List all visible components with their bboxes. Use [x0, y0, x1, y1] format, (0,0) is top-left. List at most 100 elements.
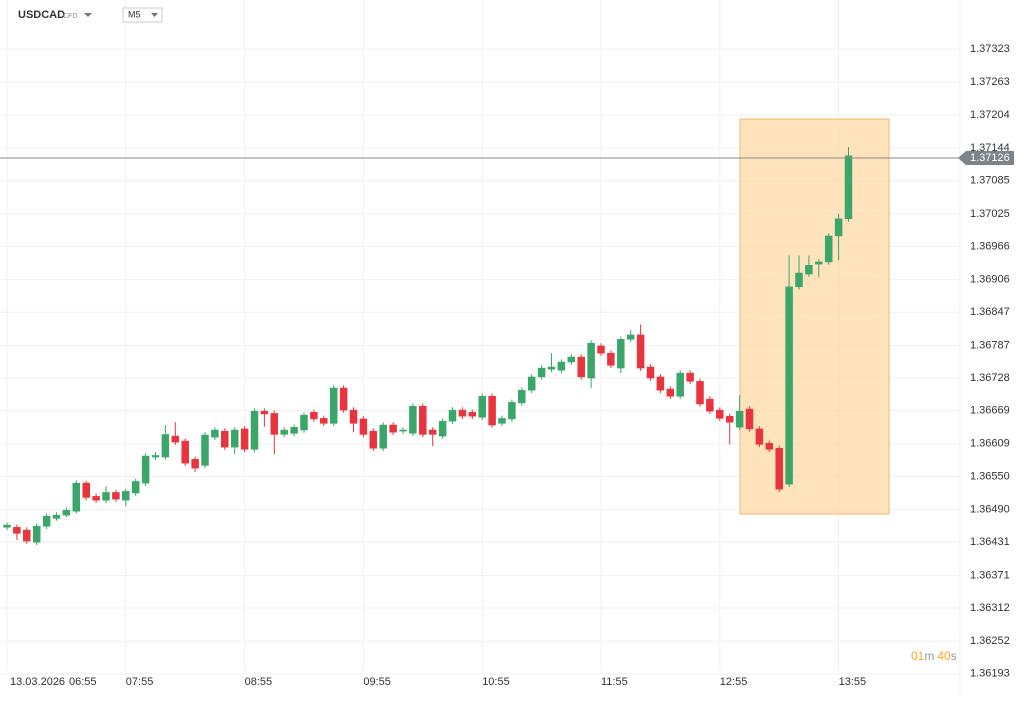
- candle-body: [221, 430, 229, 448]
- candle-body: [131, 481, 140, 494]
- candle-body: [270, 413, 279, 435]
- date-label: 13.03.2026: [10, 676, 65, 688]
- candle-body: [181, 440, 189, 464]
- candle-body: [527, 376, 536, 391]
- timer-unit: m: [924, 649, 934, 663]
- y-tick-label: 1.36966: [970, 240, 1010, 252]
- candle-body: [230, 429, 239, 448]
- x-tick-label: 13:55: [839, 676, 867, 688]
- candle-body: [82, 482, 90, 498]
- candle-body: [646, 366, 655, 379]
- candle-body: [775, 448, 783, 490]
- candle-body: [310, 412, 318, 420]
- candle-body: [280, 429, 288, 435]
- y-tick-label: 1.37144: [970, 142, 1010, 154]
- timer-minutes: 01: [911, 649, 925, 663]
- candle-body: [141, 455, 150, 484]
- candle-body: [13, 527, 21, 534]
- timer-seconds: 40: [937, 649, 951, 663]
- candle-body: [428, 429, 437, 435]
- timer-unit: s: [951, 649, 957, 663]
- candle-body: [498, 418, 506, 424]
- y-tick-label: 1.37323: [970, 43, 1010, 55]
- candle-body: [399, 429, 407, 432]
- candle-body: [547, 366, 556, 370]
- candle-body: [518, 389, 526, 404]
- candle-body: [62, 509, 71, 516]
- candle-body: [795, 272, 803, 288]
- candle-body: [290, 426, 298, 434]
- candle-body: [300, 414, 308, 431]
- candle-body: [765, 443, 774, 450]
- candle-body: [706, 398, 714, 412]
- candle-body: [656, 376, 665, 391]
- y-tick-label: 1.36371: [970, 569, 1010, 581]
- candle-body: [102, 492, 110, 501]
- candle-body: [23, 529, 31, 542]
- candle-body: [240, 428, 249, 450]
- dropdown-arrow[interactable]: [84, 13, 92, 17]
- y-tick-label: 1.37204: [970, 109, 1010, 121]
- candle-body: [676, 372, 684, 397]
- candle-body: [3, 524, 11, 528]
- y-tick-label: 1.37025: [970, 208, 1010, 220]
- candle-body: [458, 409, 467, 417]
- candle-body: [320, 418, 328, 424]
- candle-body: [696, 381, 704, 405]
- candle-body: [834, 218, 843, 237]
- candle-body: [785, 286, 793, 485]
- highlight-box: [739, 118, 890, 515]
- candle-body: [359, 418, 368, 435]
- candle-body: [815, 261, 823, 265]
- timer: 01m 40s: [911, 649, 957, 663]
- candle-body: [468, 412, 477, 417]
- dropdown-arrow[interactable]: [151, 13, 158, 17]
- y-tick-label: 1.36609: [970, 438, 1010, 450]
- candle-body: [508, 402, 516, 420]
- timeframe[interactable]: M5: [128, 9, 141, 19]
- y-tick-label: 1.36787: [970, 339, 1010, 351]
- candle-body: [122, 491, 130, 501]
- x-tick-label: 09:55: [363, 676, 391, 688]
- timeframe-box[interactable]: [122, 7, 163, 23]
- candle-body: [191, 459, 199, 469]
- candle-body: [409, 405, 417, 434]
- candle-body: [339, 387, 348, 411]
- y-tick-label: 1.36906: [970, 274, 1010, 286]
- candle-body: [260, 410, 269, 415]
- candle-body: [805, 265, 813, 275]
- candle-body: [686, 372, 694, 382]
- candle-body: [716, 409, 724, 419]
- candle-body: [636, 334, 645, 369]
- candle-body: [607, 352, 615, 366]
- candle-body: [72, 482, 81, 512]
- candle-body: [745, 408, 754, 430]
- y-tick-label: 1.36490: [970, 504, 1010, 516]
- candle-body: [844, 155, 853, 220]
- candle-body: [112, 492, 120, 500]
- candle-body: [171, 435, 180, 443]
- y-tick-label: 1.36669: [970, 405, 1010, 417]
- candle-body: [488, 396, 496, 426]
- candle-body: [379, 424, 387, 449]
- candle-body: [537, 367, 546, 378]
- candle-body: [349, 409, 358, 424]
- candle-body: [419, 405, 427, 435]
- candle-body: [824, 235, 833, 263]
- y-tick-label: 1.36550: [970, 470, 1010, 482]
- candle-body: [557, 361, 566, 371]
- candle-body: [478, 396, 486, 418]
- last-price-badge: [958, 151, 1014, 166]
- symbol[interactable]: USDCAD: [18, 9, 65, 21]
- candle-body: [329, 387, 338, 424]
- x-tick-label: 11:55: [601, 676, 628, 688]
- y-tick-label: 1.36312: [970, 602, 1010, 614]
- last-price-label: 1.37126: [970, 152, 1010, 164]
- y-tick-label: 1.36252: [970, 635, 1010, 647]
- x-tick-label: 07:55: [126, 676, 154, 688]
- candle-body: [92, 496, 100, 501]
- candle-body: [666, 388, 675, 397]
- x-tick-label: 12:55: [720, 676, 748, 688]
- y-tick-label: 1.37263: [970, 76, 1010, 88]
